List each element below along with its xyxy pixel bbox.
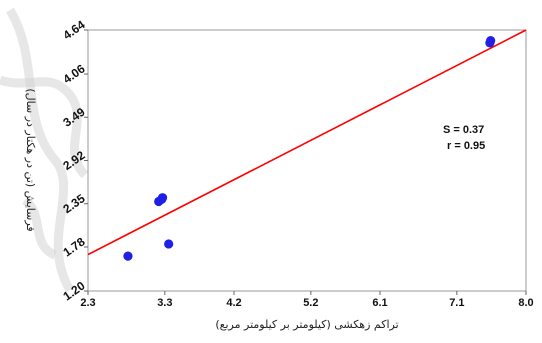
x-tick-label: 6.1 [372, 297, 387, 309]
x-tick-label: 5.2 [303, 297, 318, 309]
x-axis-title: تراکم زهکشی (کیلومتر بر کیلومتر مربع) [215, 318, 398, 331]
data-point [123, 251, 133, 261]
x-tick-label: 2.3 [80, 297, 95, 309]
x-tick-label: 4.2 [226, 297, 241, 309]
regression-line-group [87, 29, 527, 256]
x-tick-label: 7.1 [449, 297, 464, 309]
x-axis: 2.3 3.3 4.2 5.2 6.1 7.1 8.0 [80, 291, 534, 309]
y-tick-label: 4.06 [60, 61, 87, 86]
stat-s: S = 0.37 [443, 124, 484, 136]
y-tick-label: 4.64 [60, 17, 87, 42]
plot-frame [87, 29, 527, 292]
x-tick-label: 3.3 [157, 297, 172, 309]
x-tick-label: 8.0 [518, 297, 533, 309]
y-tick-label: 1.78 [60, 234, 87, 259]
y-axis: 1.201.782.352.923.494.064.64 [60, 17, 88, 303]
stat-r: r = 0.95 [447, 140, 485, 152]
data-point [164, 239, 174, 249]
regression-line [87, 29, 527, 256]
y-axis-title: فرسایش (تن در هکتار در سال) [24, 88, 37, 231]
data-point [157, 193, 168, 203]
watermark-ornament [0, 7, 89, 293]
data-point [486, 36, 496, 46]
data-points [123, 36, 496, 261]
